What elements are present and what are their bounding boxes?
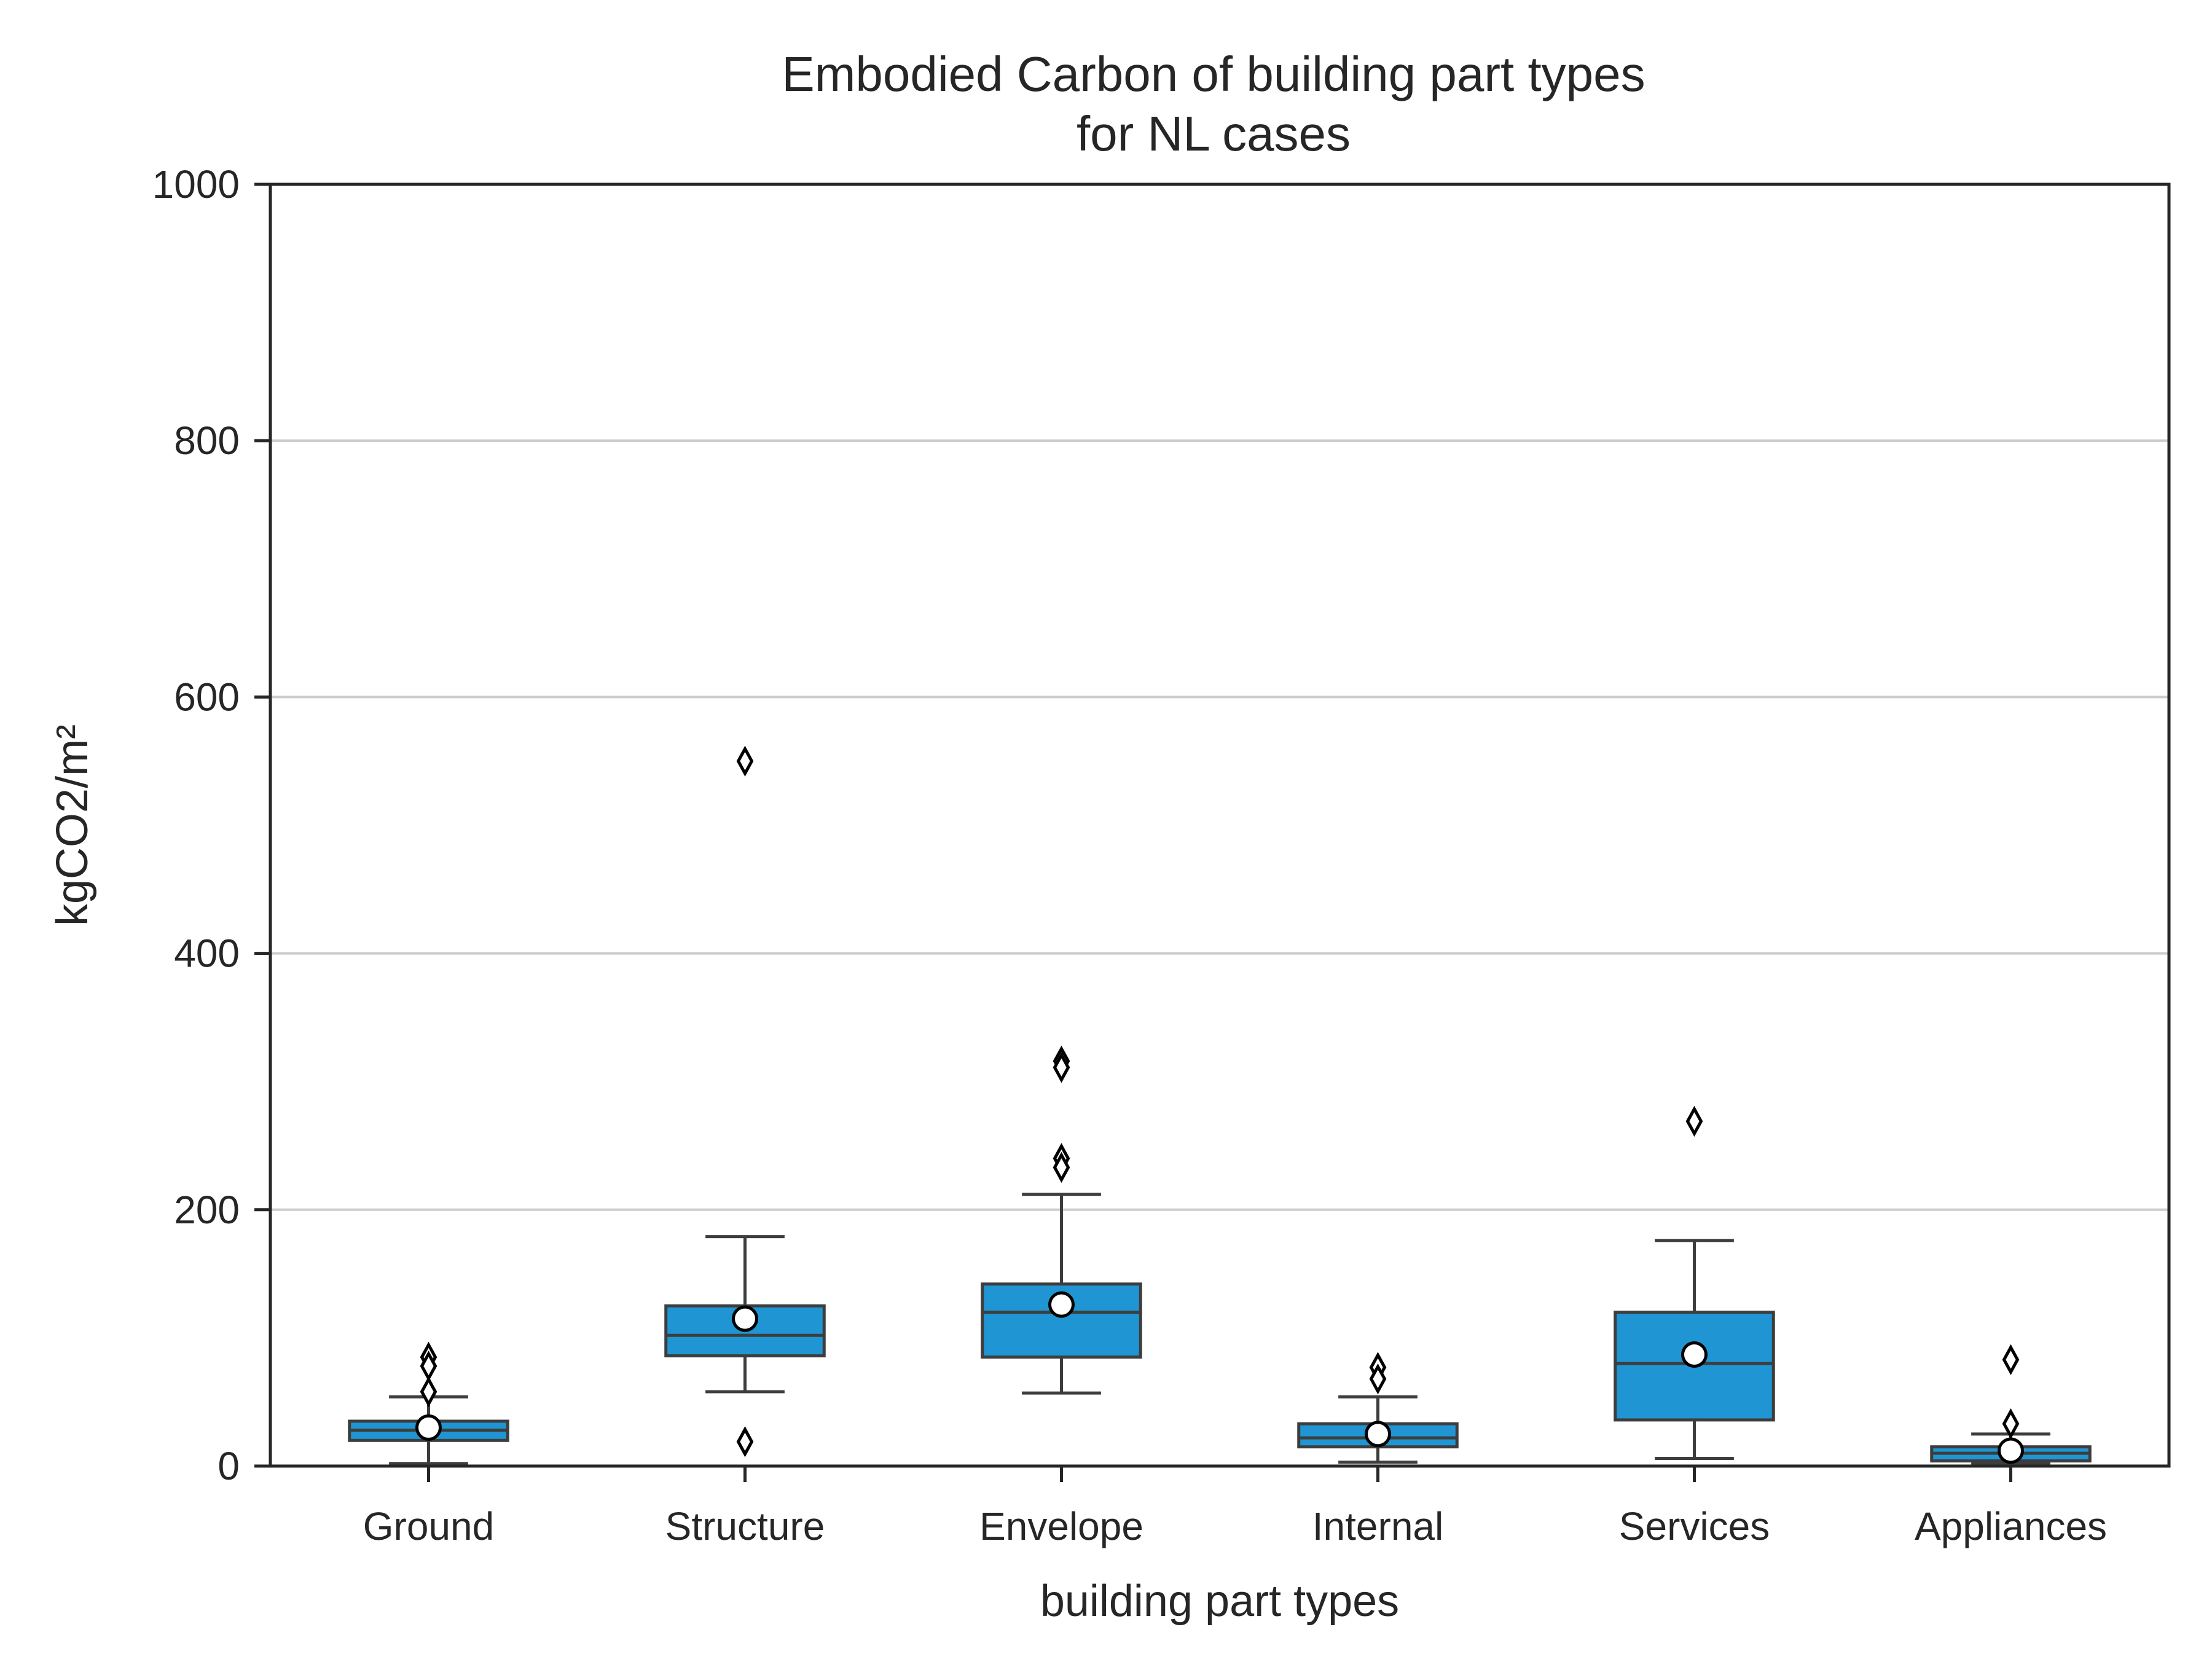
- y-tick-label: 200: [174, 1188, 240, 1232]
- outlier-marker: [1053, 1052, 1070, 1083]
- plot-frame: [269, 182, 2171, 1468]
- mean-marker: [732, 1305, 758, 1332]
- box-ground: [348, 1341, 509, 1465]
- outlier-marker: [736, 1426, 754, 1457]
- x-tick-label: Structure: [665, 1504, 825, 1548]
- x-axis-label: building part types: [1040, 1577, 1399, 1626]
- y-axis: 0 200 400 600 800 1000: [152, 162, 270, 1488]
- x-tick-label: Ground: [363, 1504, 494, 1548]
- box-plots: [348, 745, 2092, 1465]
- x-axis: Ground Structure Envelope Internal Services A…: [363, 1466, 2107, 1548]
- x-tick-label: Appliances: [1915, 1504, 2107, 1548]
- outlier-marker: [1369, 1363, 1387, 1395]
- y-tick-label: 0: [218, 1444, 240, 1488]
- box-internal: [1297, 1352, 1459, 1464]
- mean-marker: [1681, 1341, 1708, 1368]
- mean-marker: [415, 1414, 442, 1441]
- outlier-marker: [1053, 1151, 1070, 1183]
- y-axis-label: kgCO2/m²: [48, 724, 97, 926]
- x-tick-label: Envelope: [979, 1504, 1143, 1548]
- grid-lines: [270, 439, 2169, 1211]
- outlier-marker: [420, 1376, 437, 1408]
- chart-title-line-2: for NL cases: [1077, 106, 1351, 161]
- y-tick-label: 1000: [152, 162, 240, 206]
- outlier-marker: [2002, 1408, 2020, 1440]
- outlier-marker: [736, 745, 754, 777]
- y-tick-label: 600: [174, 675, 240, 719]
- box-services: [1614, 1105, 1775, 1460]
- y-tick-label: 400: [174, 931, 240, 976]
- outlier-marker: [2002, 1344, 2020, 1376]
- mean-marker: [1048, 1291, 1075, 1318]
- box-appliances: [1930, 1344, 2092, 1465]
- x-tick-label: Internal: [1312, 1504, 1443, 1548]
- x-tick-label: Services: [1619, 1504, 1770, 1548]
- chart-title-line-1: Embodied Carbon of building part types: [782, 47, 1645, 101]
- mean-marker: [1998, 1437, 2024, 1464]
- box-structure: [664, 745, 826, 1457]
- mean-marker: [1365, 1421, 1391, 1448]
- box-envelope: [981, 1045, 1142, 1395]
- outlier-marker: [1685, 1105, 1703, 1137]
- y-tick-label: 800: [174, 418, 240, 463]
